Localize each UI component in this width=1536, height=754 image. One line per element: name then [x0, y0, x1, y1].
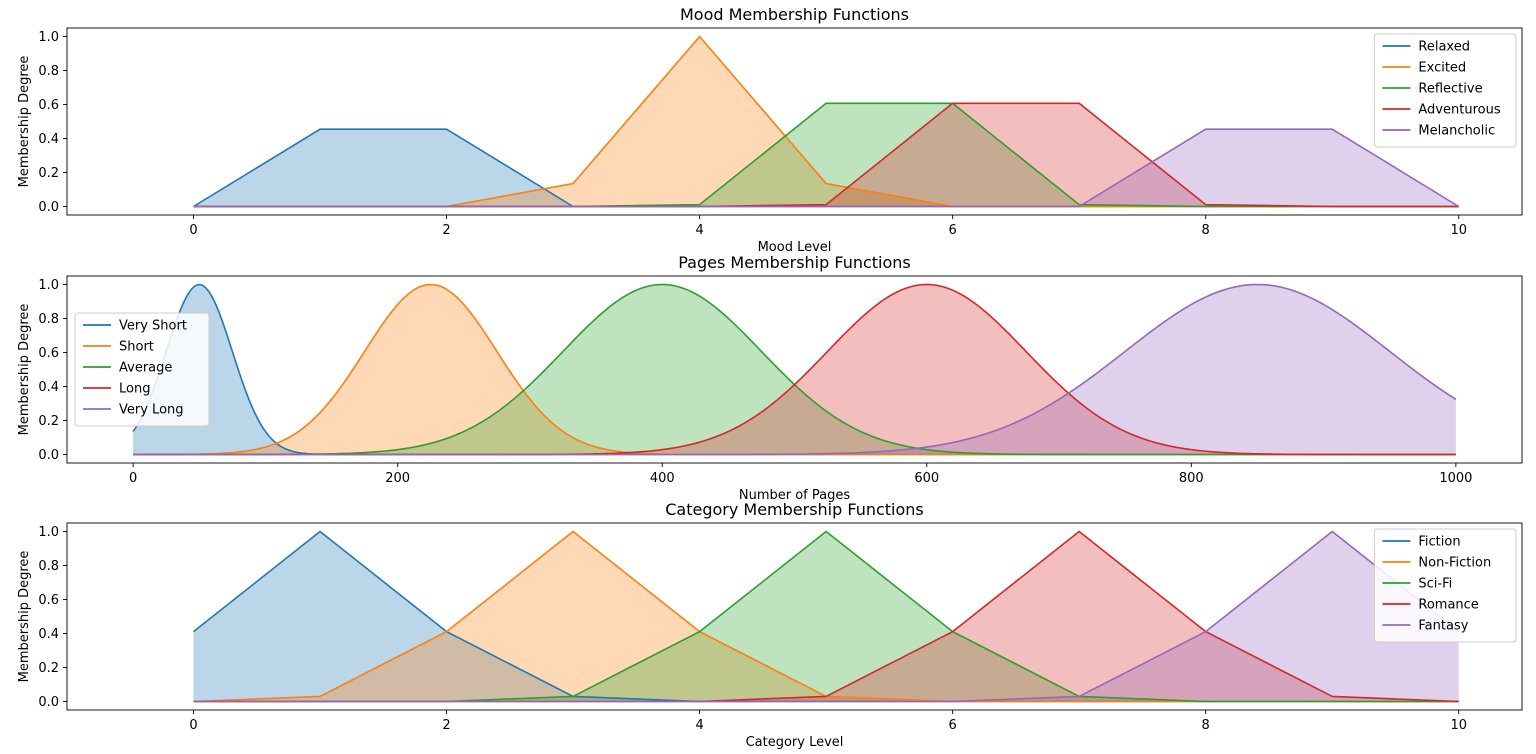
legend-label: Sci-Fi — [1418, 577, 1452, 592]
legend-label: Excited — [1418, 61, 1466, 76]
area-very-long — [133, 284, 1456, 455]
y-axis-label: Membership Degree — [17, 551, 32, 683]
legend-label: Very Long — [119, 403, 184, 418]
x-tick-label: 10 — [1450, 718, 1467, 733]
y-tick-label: 1.0 — [38, 525, 59, 540]
area-long — [133, 284, 1456, 455]
x-tick-label: 10 — [1450, 223, 1467, 238]
x-tick-label: 6 — [949, 718, 957, 733]
area-non-fiction — [193, 531, 1459, 702]
area-average — [133, 284, 1456, 455]
y-tick-label: 0.4 — [38, 132, 59, 147]
chart-title: Mood Membership Functions — [680, 5, 909, 24]
subplot-3: 0 2 4 6 8 10 0.0 0.2 0.4 0.6 0.8 1.0 Category Member… — [17, 500, 1523, 750]
area-sci-fi — [193, 531, 1459, 702]
x-axis-label: Category Level — [746, 735, 844, 750]
x-tick-label: 1000 — [1439, 471, 1472, 486]
y-axis-label: Membership Degree — [17, 56, 32, 188]
y-tick-label: 0.2 — [38, 166, 59, 181]
y-tick-label: 0.4 — [38, 627, 59, 642]
y-tick-label: 0.2 — [38, 661, 59, 676]
legend-label: Very Short — [119, 319, 187, 334]
x-tick-label: 0 — [189, 223, 197, 238]
y-tick-label: 0.0 — [38, 695, 59, 710]
legend-label: Fantasy — [1418, 619, 1468, 634]
area-very-short — [133, 284, 1456, 455]
x-tick-label: 2 — [442, 223, 450, 238]
x-tick-label: 4 — [695, 718, 703, 733]
chart-title: Pages Membership Functions — [678, 253, 911, 272]
y-tick-label: 0.8 — [38, 559, 59, 574]
area-fantasy — [193, 531, 1459, 702]
axes-frame — [66, 522, 1523, 711]
x-tick-label: 800 — [1179, 471, 1204, 486]
subplot-2: 0 200 400 600 800 1000 0.0 0.2 0.4 0.6 0.8 1.0 Pages… — [17, 253, 1523, 503]
legend-label: Average — [119, 361, 172, 376]
area-relaxed — [193, 129, 1459, 207]
legend: Very Short Short Average Long Very Long — [74, 312, 210, 427]
legend-label: Short — [119, 340, 154, 355]
x-tick-label: 400 — [650, 471, 675, 486]
x-axis-label: Mood Level — [758, 240, 832, 255]
area-adventurous — [193, 103, 1459, 207]
x-tick-label: 8 — [1202, 718, 1210, 733]
y-tick-label: 0.6 — [38, 593, 59, 608]
area-fiction — [193, 531, 1459, 702]
legend-label: Reflective — [1418, 82, 1482, 97]
legend-label: Non-Fiction — [1418, 556, 1491, 571]
legend-label: Relaxed — [1418, 40, 1470, 55]
area-short — [133, 284, 1456, 455]
legend-box — [1373, 33, 1517, 148]
line-melancholic — [193, 128, 1460, 208]
area-melancholic — [193, 129, 1459, 207]
x-tick-label: 4 — [695, 223, 703, 238]
legend-label: Long — [119, 382, 150, 397]
legend-label: Melancholic — [1418, 124, 1495, 139]
y-tick-label: 1.0 — [38, 30, 59, 45]
legend-box — [74, 312, 210, 427]
legend-label: Romance — [1418, 598, 1478, 613]
x-tick-label: 200 — [385, 471, 410, 486]
area-reflective — [193, 103, 1459, 207]
x-tick-label: 8 — [1202, 223, 1210, 238]
legend: Fiction Non-Fiction Sci-Fi Romance Fantasy — [1373, 528, 1517, 643]
legend-label: Adventurous — [1418, 103, 1500, 118]
line-very-long — [133, 283, 1457, 456]
axes-frame — [66, 27, 1523, 216]
legend: Relaxed Excited Reflective Adventurous Melan… — [1373, 33, 1517, 148]
subplot-1: 0 2 4 6 8 10 0.0 0.2 0.4 0.6 0.8 1.0 Mood Membership… — [17, 5, 1523, 255]
y-axis-label: Membership Degree — [17, 304, 32, 436]
axes-frame — [66, 275, 1523, 464]
x-tick-label: 600 — [914, 471, 939, 486]
chart-title: Category Membership Functions — [665, 500, 924, 519]
y-tick-label: 0.4 — [38, 380, 59, 395]
y-tick-label: 1.0 — [38, 278, 59, 293]
x-tick-label: 0 — [129, 471, 137, 486]
x-axis-label: Number of Pages — [739, 488, 850, 503]
y-tick-label: 0.8 — [38, 312, 59, 327]
x-tick-label: 2 — [442, 718, 450, 733]
line-fantasy — [193, 530, 1460, 703]
legend-label: Fiction — [1418, 535, 1460, 550]
y-tick-label: 0.6 — [38, 98, 59, 113]
area-romance — [193, 531, 1459, 702]
x-tick-label: 6 — [949, 223, 957, 238]
y-tick-label: 0.2 — [38, 414, 59, 429]
y-tick-label: 0.0 — [38, 448, 59, 463]
y-tick-label: 0.0 — [38, 200, 59, 215]
y-tick-label: 0.6 — [38, 346, 59, 361]
legend-box — [1373, 528, 1517, 643]
x-tick-label: 0 — [189, 718, 197, 733]
y-tick-label: 0.8 — [38, 64, 59, 79]
